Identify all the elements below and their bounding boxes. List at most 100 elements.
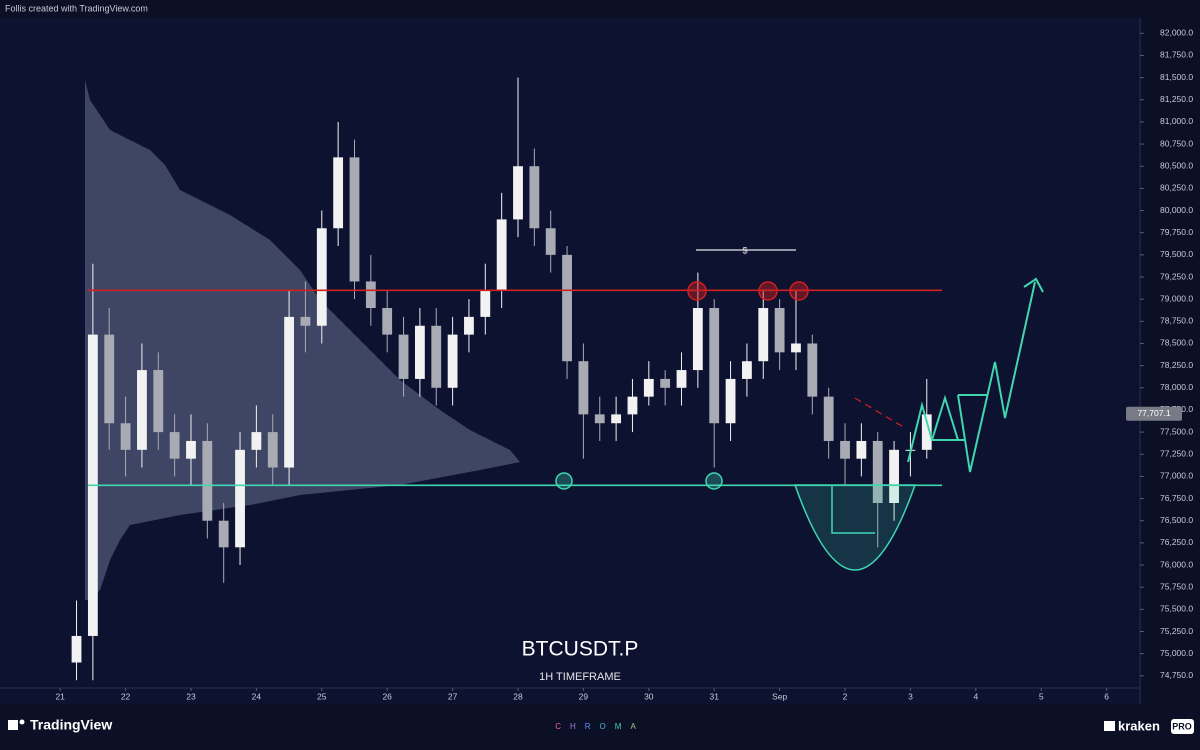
candle-body: [169, 432, 180, 459]
y-tick-label: 77,500.0: [1160, 426, 1193, 436]
y-tick-label: 80,500.0: [1160, 160, 1193, 170]
candle-body: [742, 361, 752, 379]
x-tick-label: 2: [843, 691, 848, 701]
bottom-marker: [555, 472, 573, 490]
x-tick-label: 30: [644, 691, 654, 701]
candle-body: [807, 343, 818, 397]
y-tick-label: 78,500.0: [1160, 338, 1193, 348]
y-tick-label: 80,750.0: [1160, 138, 1193, 148]
y-tick-label: 76,750.0: [1160, 493, 1193, 503]
candle-body: [333, 157, 344, 229]
y-tick-label: 81,250.0: [1160, 94, 1193, 104]
liquidity-label: $: [742, 245, 747, 255]
x-tick-label: 5: [1039, 691, 1044, 701]
candle-body: [202, 440, 213, 521]
x-tick-label: 23: [186, 691, 196, 701]
y-tick-label: 74,750.0: [1160, 670, 1193, 680]
candle-body: [153, 370, 164, 433]
candle-body: [709, 308, 720, 424]
badge-bg: [1171, 719, 1194, 734]
y-tick-label: 81,500.0: [1160, 72, 1193, 82]
candle-body: [186, 440, 196, 459]
y-tick-label: 75,250.0: [1160, 626, 1193, 636]
y-tick-label: 81,750.0: [1160, 50, 1193, 60]
candle-body: [480, 290, 491, 317]
x-tick-label: 26: [382, 691, 392, 701]
x-tick-label: Sep: [772, 691, 787, 701]
candle-body: [267, 432, 278, 468]
y-tick-label: 75,000.0: [1160, 648, 1193, 658]
candle-body: [921, 414, 932, 450]
candle-body: [137, 370, 147, 450]
candle-body: [414, 325, 425, 379]
y-tick-label: 78,750.0: [1160, 316, 1193, 326]
candle-body: [627, 396, 638, 415]
y-tick-label: 79,500.0: [1160, 249, 1193, 259]
candle-body: [872, 440, 883, 504]
candle-body: [823, 396, 834, 441]
y-tick-label: 76,250.0: [1160, 537, 1193, 547]
annotations: $: [555, 245, 1044, 571]
candle-body: [104, 334, 115, 424]
x-tick-label: 25: [317, 691, 327, 701]
candle-body: [562, 254, 572, 362]
candle-body: [398, 334, 409, 379]
candle-body: [611, 414, 622, 424]
candle-body: [431, 325, 442, 388]
y-tick-label: 78,000.0: [1160, 382, 1193, 392]
candle-body: [120, 423, 131, 450]
x-tick-label: 21: [55, 691, 65, 701]
y-tick-label: 79,000.0: [1160, 293, 1193, 303]
footer-badge: PRO: [1172, 721, 1192, 731]
y-tick-label: 79,250.0: [1160, 271, 1193, 281]
footer-exchange: kraken: [1118, 718, 1160, 733]
y-tick-label: 77,250.0: [1160, 449, 1193, 459]
bracket: [831, 485, 875, 534]
last-price-box: [1126, 406, 1182, 421]
tv-logo-mark: [19, 719, 25, 725]
last-price-label: 77,707.1: [1137, 408, 1170, 418]
trendline: [854, 397, 906, 429]
x-tick-label: 31: [709, 691, 719, 701]
y-tick-label: 81,000.0: [1160, 116, 1193, 126]
candle-body: [791, 343, 801, 353]
candle-body: [692, 308, 703, 371]
candle-body: [513, 166, 523, 220]
candle-body: [235, 449, 245, 548]
candle-body: [774, 308, 785, 353]
candle-body: [643, 378, 654, 397]
candle-body: [71, 635, 82, 663]
x-tick-label: 24: [252, 691, 262, 701]
projection-arrowhead: [1023, 277, 1044, 293]
candle-body: [284, 316, 294, 468]
x-tick-label: 3: [908, 691, 913, 701]
y-tick-label: 75,500.0: [1160, 604, 1193, 614]
candle-body: [300, 316, 311, 326]
cup: [793, 484, 917, 571]
projection-path: [957, 281, 1036, 473]
watermark-subtitle: 1H TIMEFRAME: [539, 671, 621, 683]
y-tick-label: 76,000.0: [1160, 559, 1193, 569]
candle-body: [447, 334, 458, 388]
candle-body: [594, 414, 605, 424]
candle-body: [758, 308, 769, 362]
candle-body: [660, 378, 671, 388]
candle-body: [365, 281, 376, 309]
y-tick-label: 76,500.0: [1160, 515, 1193, 525]
candle-body: [251, 432, 262, 450]
projection-path: [931, 394, 959, 441]
x-tick-label: 27: [448, 691, 458, 701]
x-tick-label: 28: [513, 691, 523, 701]
y-tick-label: 75,750.0: [1160, 581, 1193, 591]
x-tick-label: 4: [973, 691, 978, 701]
candle-body: [889, 449, 899, 504]
candle-body: [725, 378, 736, 424]
candle-body: [349, 157, 360, 282]
candle-body: [840, 440, 850, 459]
x-tick-label: 22: [121, 691, 131, 701]
volume-profile: [85, 80, 520, 600]
footer-center: CHROMA: [555, 722, 645, 731]
footer-bar: [0, 704, 1200, 745]
